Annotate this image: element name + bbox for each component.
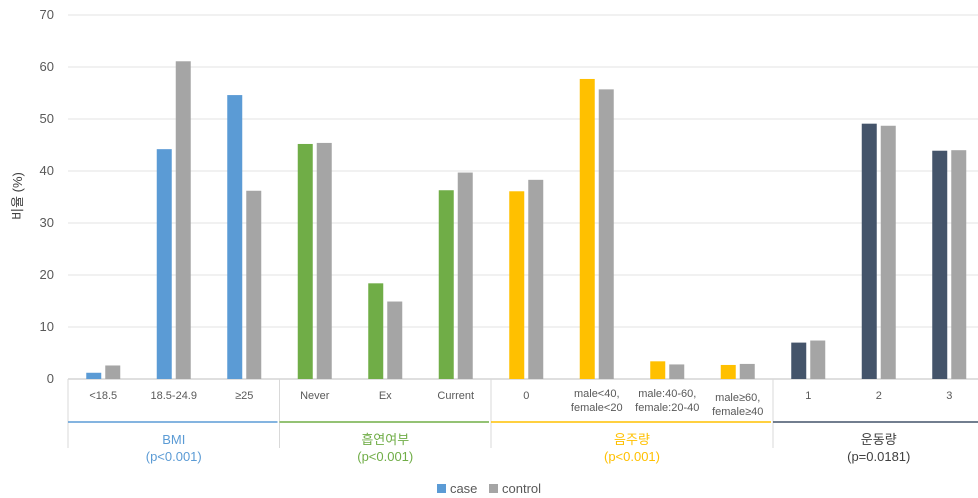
y-tick-label: 30: [40, 215, 54, 230]
bar-case: [720, 364, 736, 379]
category-label: 3: [946, 390, 952, 402]
bar-case: [861, 123, 877, 380]
bar-control: [316, 142, 332, 379]
category-label: male<40, female<20: [571, 388, 623, 414]
bar-control: [246, 190, 262, 379]
bar-control: [810, 340, 826, 379]
bar-control: [669, 364, 685, 379]
bar-control: [598, 89, 614, 380]
legend-label-case: case: [449, 481, 478, 496]
gridlines: [67, 14, 978, 448]
legend-swatch-case: [436, 484, 446, 493]
legend-swatch-control: [489, 484, 499, 493]
legend: case control: [0, 481, 978, 496]
category-label: ≥25: [235, 390, 253, 402]
y-tick-label: 10: [40, 319, 54, 334]
bar-case: [579, 78, 595, 380]
group-p-value: (p<0.001): [604, 449, 660, 464]
bar-case: [509, 191, 525, 379]
group-label: 운동량: [861, 432, 897, 447]
group-p-value: (p<0.001): [357, 449, 413, 464]
group-p-value: (p<0.001): [146, 449, 202, 464]
legend-label-control: control: [502, 481, 542, 496]
category-labels: <18.5 18.5-24.9 ≥25 Never Ex Current 0 male<40,…: [89, 388, 952, 418]
bar-control: [528, 179, 544, 379]
y-axis: 0 10 20 30 40 50 60 70: [40, 7, 54, 386]
bar-case: [438, 190, 454, 379]
bar-case: [932, 150, 948, 379]
y-axis-label: 비율 (%): [10, 172, 25, 220]
category-label: 1: [805, 390, 811, 402]
y-tick-label: 60: [40, 59, 54, 74]
group-labels: BMI (p<0.001) 흡연여부 (p<0.001) 음주량 (p<0.001) 운동량…: [68, 421, 978, 464]
bar-control: [457, 172, 473, 379]
y-tick-label: 0: [47, 371, 54, 386]
bar-case: [650, 361, 666, 379]
category-label: male:40-60, female:20-40: [635, 388, 699, 414]
category-label: male≥60, female≥40: [712, 392, 763, 418]
group-label: 흡연여부: [361, 432, 409, 447]
bar-control: [951, 150, 967, 379]
legend-item-control: control: [489, 481, 541, 496]
category-label: 0: [523, 390, 529, 402]
bar-case: [86, 372, 102, 379]
category-label: <18.5: [89, 390, 117, 402]
bar-case: [791, 342, 807, 379]
bars: [86, 61, 967, 380]
bar-case: [156, 149, 172, 379]
category-label: Current: [437, 390, 474, 402]
y-tick-label: 40: [40, 163, 54, 178]
bar-case: [227, 95, 243, 379]
category-label: Never: [300, 390, 330, 402]
y-tick-label: 50: [40, 111, 54, 126]
bar-control: [175, 61, 191, 379]
legend-item-case: case: [436, 481, 478, 496]
y-tick-label: 70: [40, 7, 54, 22]
group-label: 음주량: [614, 432, 650, 447]
bar-control: [880, 125, 896, 379]
bar-control: [387, 301, 403, 379]
bar-control: [739, 363, 755, 379]
category-label: Ex: [379, 390, 392, 402]
category-label: 18.5-24.9: [151, 390, 197, 402]
bar-case: [368, 283, 384, 379]
category-label: 2: [876, 390, 882, 402]
bar-control: [105, 365, 121, 379]
group-p-value: (p=0.0181): [847, 449, 910, 464]
bar-case: [297, 143, 313, 379]
y-tick-label: 20: [40, 267, 54, 282]
group-label: BMI: [162, 432, 185, 447]
